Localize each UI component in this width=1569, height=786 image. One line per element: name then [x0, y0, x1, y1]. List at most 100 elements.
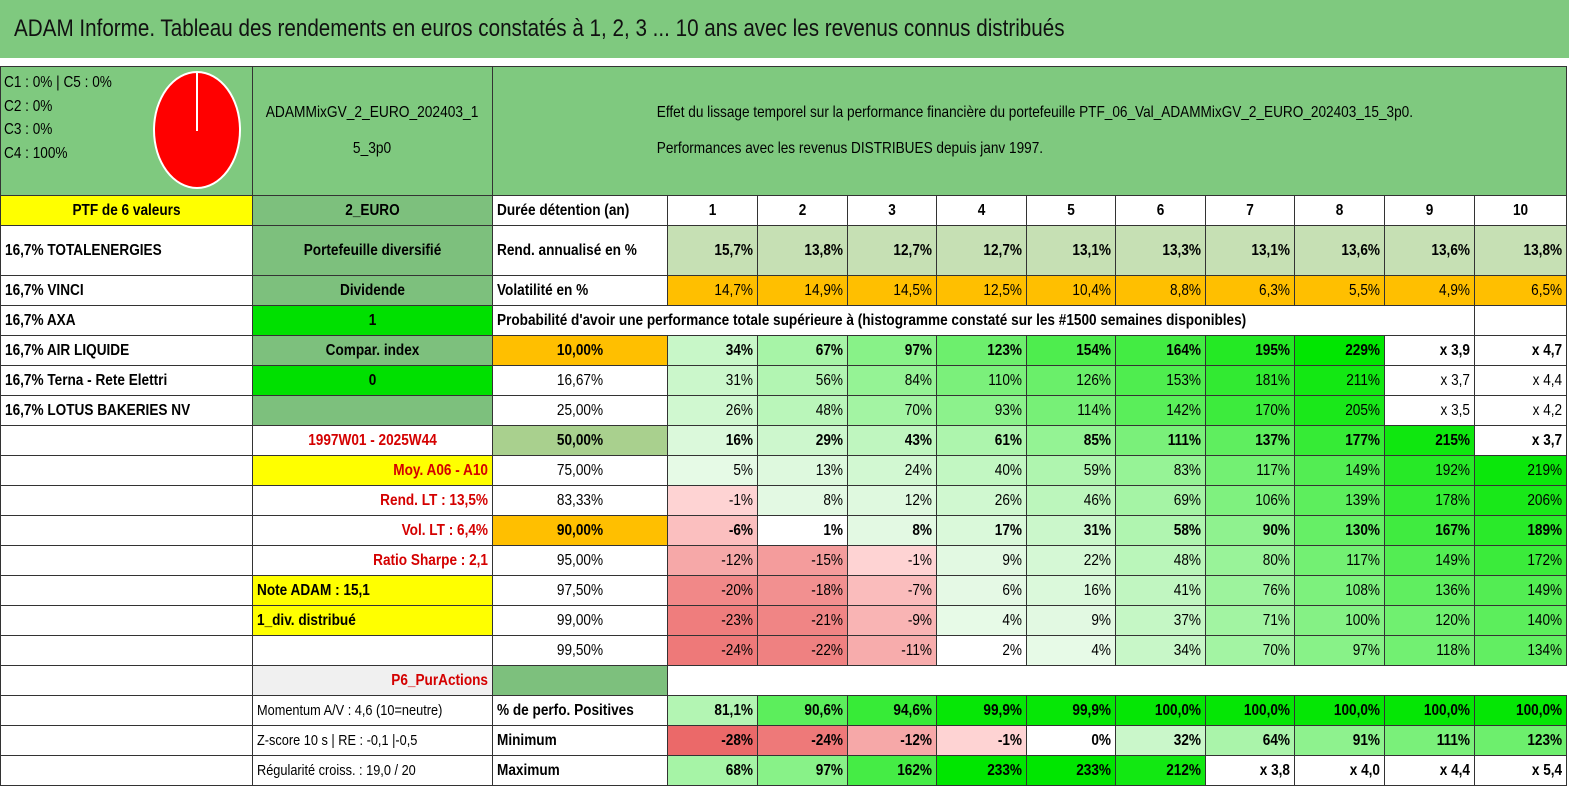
- volatility-value-text: 14,5%: [893, 281, 932, 299]
- stat-value: -24%: [757, 725, 848, 756]
- stat-value: -1%: [936, 725, 1027, 756]
- holding-cell-text: 16,7% AIR LIQUIDE: [5, 341, 130, 359]
- quantile-value: 114%: [1026, 395, 1116, 426]
- stat-value: 100,0%: [1115, 695, 1206, 726]
- quantile-value: -24%: [667, 635, 758, 666]
- quantile-value-text: 219%: [1527, 461, 1563, 479]
- duration-header: 4: [936, 195, 1027, 226]
- quantile-value-text: 215%: [1435, 431, 1470, 449]
- holding-cell: [0, 455, 253, 486]
- volatility-value-text: 12,5%: [983, 281, 1022, 299]
- holding-cell: 16,7% AIR LIQUIDE: [0, 335, 253, 366]
- stat-info-text: Régularité croiss. : 19,0 / 20: [257, 762, 416, 779]
- volatility-label: Volatilité en %: [492, 275, 668, 306]
- quantile-value: 211%: [1294, 365, 1385, 396]
- quantile-value: 12%: [847, 485, 937, 516]
- stat-value-text: 123%: [1527, 731, 1563, 749]
- stat-value: 0%: [1026, 725, 1116, 756]
- quantile-value-text: 26%: [994, 491, 1022, 509]
- duration-header-text: 9: [1425, 201, 1434, 219]
- quantile-value: 97%: [1294, 635, 1385, 666]
- quantile-value-text: 114%: [1077, 401, 1111, 419]
- description-line-2: Performances avec les revenus DISTRIBUES…: [656, 140, 1044, 157]
- quantile-value-text: 31%: [1083, 521, 1111, 539]
- quantile-value: 167%: [1384, 515, 1475, 546]
- duration-header-text: 4: [977, 201, 986, 219]
- quantile-value: 149%: [1384, 545, 1475, 576]
- quantile-value: 76%: [1205, 575, 1295, 606]
- stat-value: 94,6%: [847, 695, 937, 726]
- stat-value: -28%: [667, 725, 758, 756]
- holding-cell: [0, 605, 253, 636]
- quantile-value-text: 167%: [1435, 521, 1470, 539]
- stat-value-text: x 5,4: [1531, 761, 1563, 779]
- quantile-value-text: -18%: [811, 581, 843, 599]
- quantile-value: 34%: [667, 335, 758, 366]
- duration-header-text: 7: [1246, 201, 1254, 219]
- summary-row: C1 : 0% | C5 : 0% C2 : 0% C3 : 0% C4 : 100%…: [0, 66, 1568, 196]
- info-cell: [252, 635, 493, 666]
- quantile-value: 71%: [1205, 605, 1295, 636]
- quantile-value: x 4,2: [1473, 395, 1568, 426]
- holding-1: 16,7% TOTALENERGIES: [0, 225, 253, 276]
- quantile-value-text: 181%: [1255, 371, 1290, 389]
- quantile-value-text: x 3,7: [1440, 371, 1470, 389]
- quantile-value: 8%: [757, 485, 848, 516]
- quantile-value: -18%: [757, 575, 848, 606]
- quantile-label: 99,00%: [492, 605, 668, 636]
- empty-cell: [0, 725, 253, 756]
- holding-cell: [0, 515, 253, 546]
- stat-value-text: 212%: [1166, 761, 1201, 779]
- annualized-return-text: 15,7%: [714, 241, 753, 259]
- quantile-value-text: 139%: [1345, 491, 1380, 509]
- quantile-value-text: 24%: [904, 461, 932, 479]
- quantile-label: 90,00%: [492, 515, 668, 546]
- annualized-return-text: 13,8%: [1523, 241, 1563, 259]
- quantile-value: -15%: [757, 545, 848, 576]
- quantile-value: 177%: [1294, 425, 1385, 456]
- quantile-value-text: 2%: [1002, 641, 1022, 659]
- quantile-value: 153%: [1115, 365, 1206, 396]
- volatility-value: 14,9%: [757, 275, 848, 306]
- quantile-value-text: -24%: [721, 641, 753, 659]
- quantile-value: 219%: [1473, 455, 1568, 486]
- stat-value: 123%: [1473, 725, 1568, 756]
- quantile-value-text: 205%: [1345, 401, 1380, 419]
- quantile-value-text: 4%: [1091, 641, 1111, 659]
- annualized-return: 12,7%: [936, 225, 1027, 276]
- quantile-label: 75,00%: [492, 455, 668, 486]
- stat-info: Régularité croiss. : 19,0 / 20: [252, 755, 493, 786]
- quantile-label: 10,00%: [492, 335, 668, 366]
- volatility-value: 14,7%: [667, 275, 758, 306]
- stat-value: 68%: [667, 755, 758, 786]
- portfolio-name: ADAMMixGV_2_EURO_202403_15_3p0: [266, 104, 479, 157]
- quantile-value-text: 17%: [994, 521, 1022, 539]
- stat-value-text: 111%: [1436, 731, 1470, 749]
- quantile-value-text: 16%: [725, 431, 753, 449]
- stat-value: 100,0%: [1294, 695, 1385, 726]
- quantile-value-text: 140%: [1527, 611, 1563, 629]
- quantile-label: 97,50%: [492, 575, 668, 606]
- empty-band: [667, 665, 1567, 696]
- quantile-value-text: 110%: [988, 371, 1022, 389]
- empty-cell: [1473, 305, 1568, 336]
- quantile-value: 164%: [1115, 335, 1206, 366]
- quantile-value: -1%: [667, 485, 758, 516]
- quantile-value-text: 97%: [1352, 641, 1380, 659]
- quantile-value-text: 126%: [1076, 371, 1111, 389]
- quantile-value-text: 189%: [1527, 521, 1563, 539]
- quantile-value-text: x 3,9: [1439, 341, 1470, 359]
- quantile-value: 97%: [847, 335, 937, 366]
- holding-3: 16,7% AXA: [0, 305, 253, 336]
- quantile-label-text: 97,50%: [556, 581, 604, 599]
- quantile-value: 215%: [1384, 425, 1475, 456]
- quantile-value-text: 56%: [815, 371, 843, 389]
- legend-entry: C4 : 100%: [4, 144, 68, 162]
- allocation-pie-chart: [153, 71, 241, 189]
- quantile-value: x 4,4: [1473, 365, 1568, 396]
- quantile-value: -22%: [757, 635, 848, 666]
- quantile-value: 1%: [757, 515, 848, 546]
- stat-value-text: x 4,4: [1439, 761, 1470, 779]
- info-cell-text: Rend. LT : 13,5%: [380, 491, 488, 509]
- stat-value: 97%: [757, 755, 848, 786]
